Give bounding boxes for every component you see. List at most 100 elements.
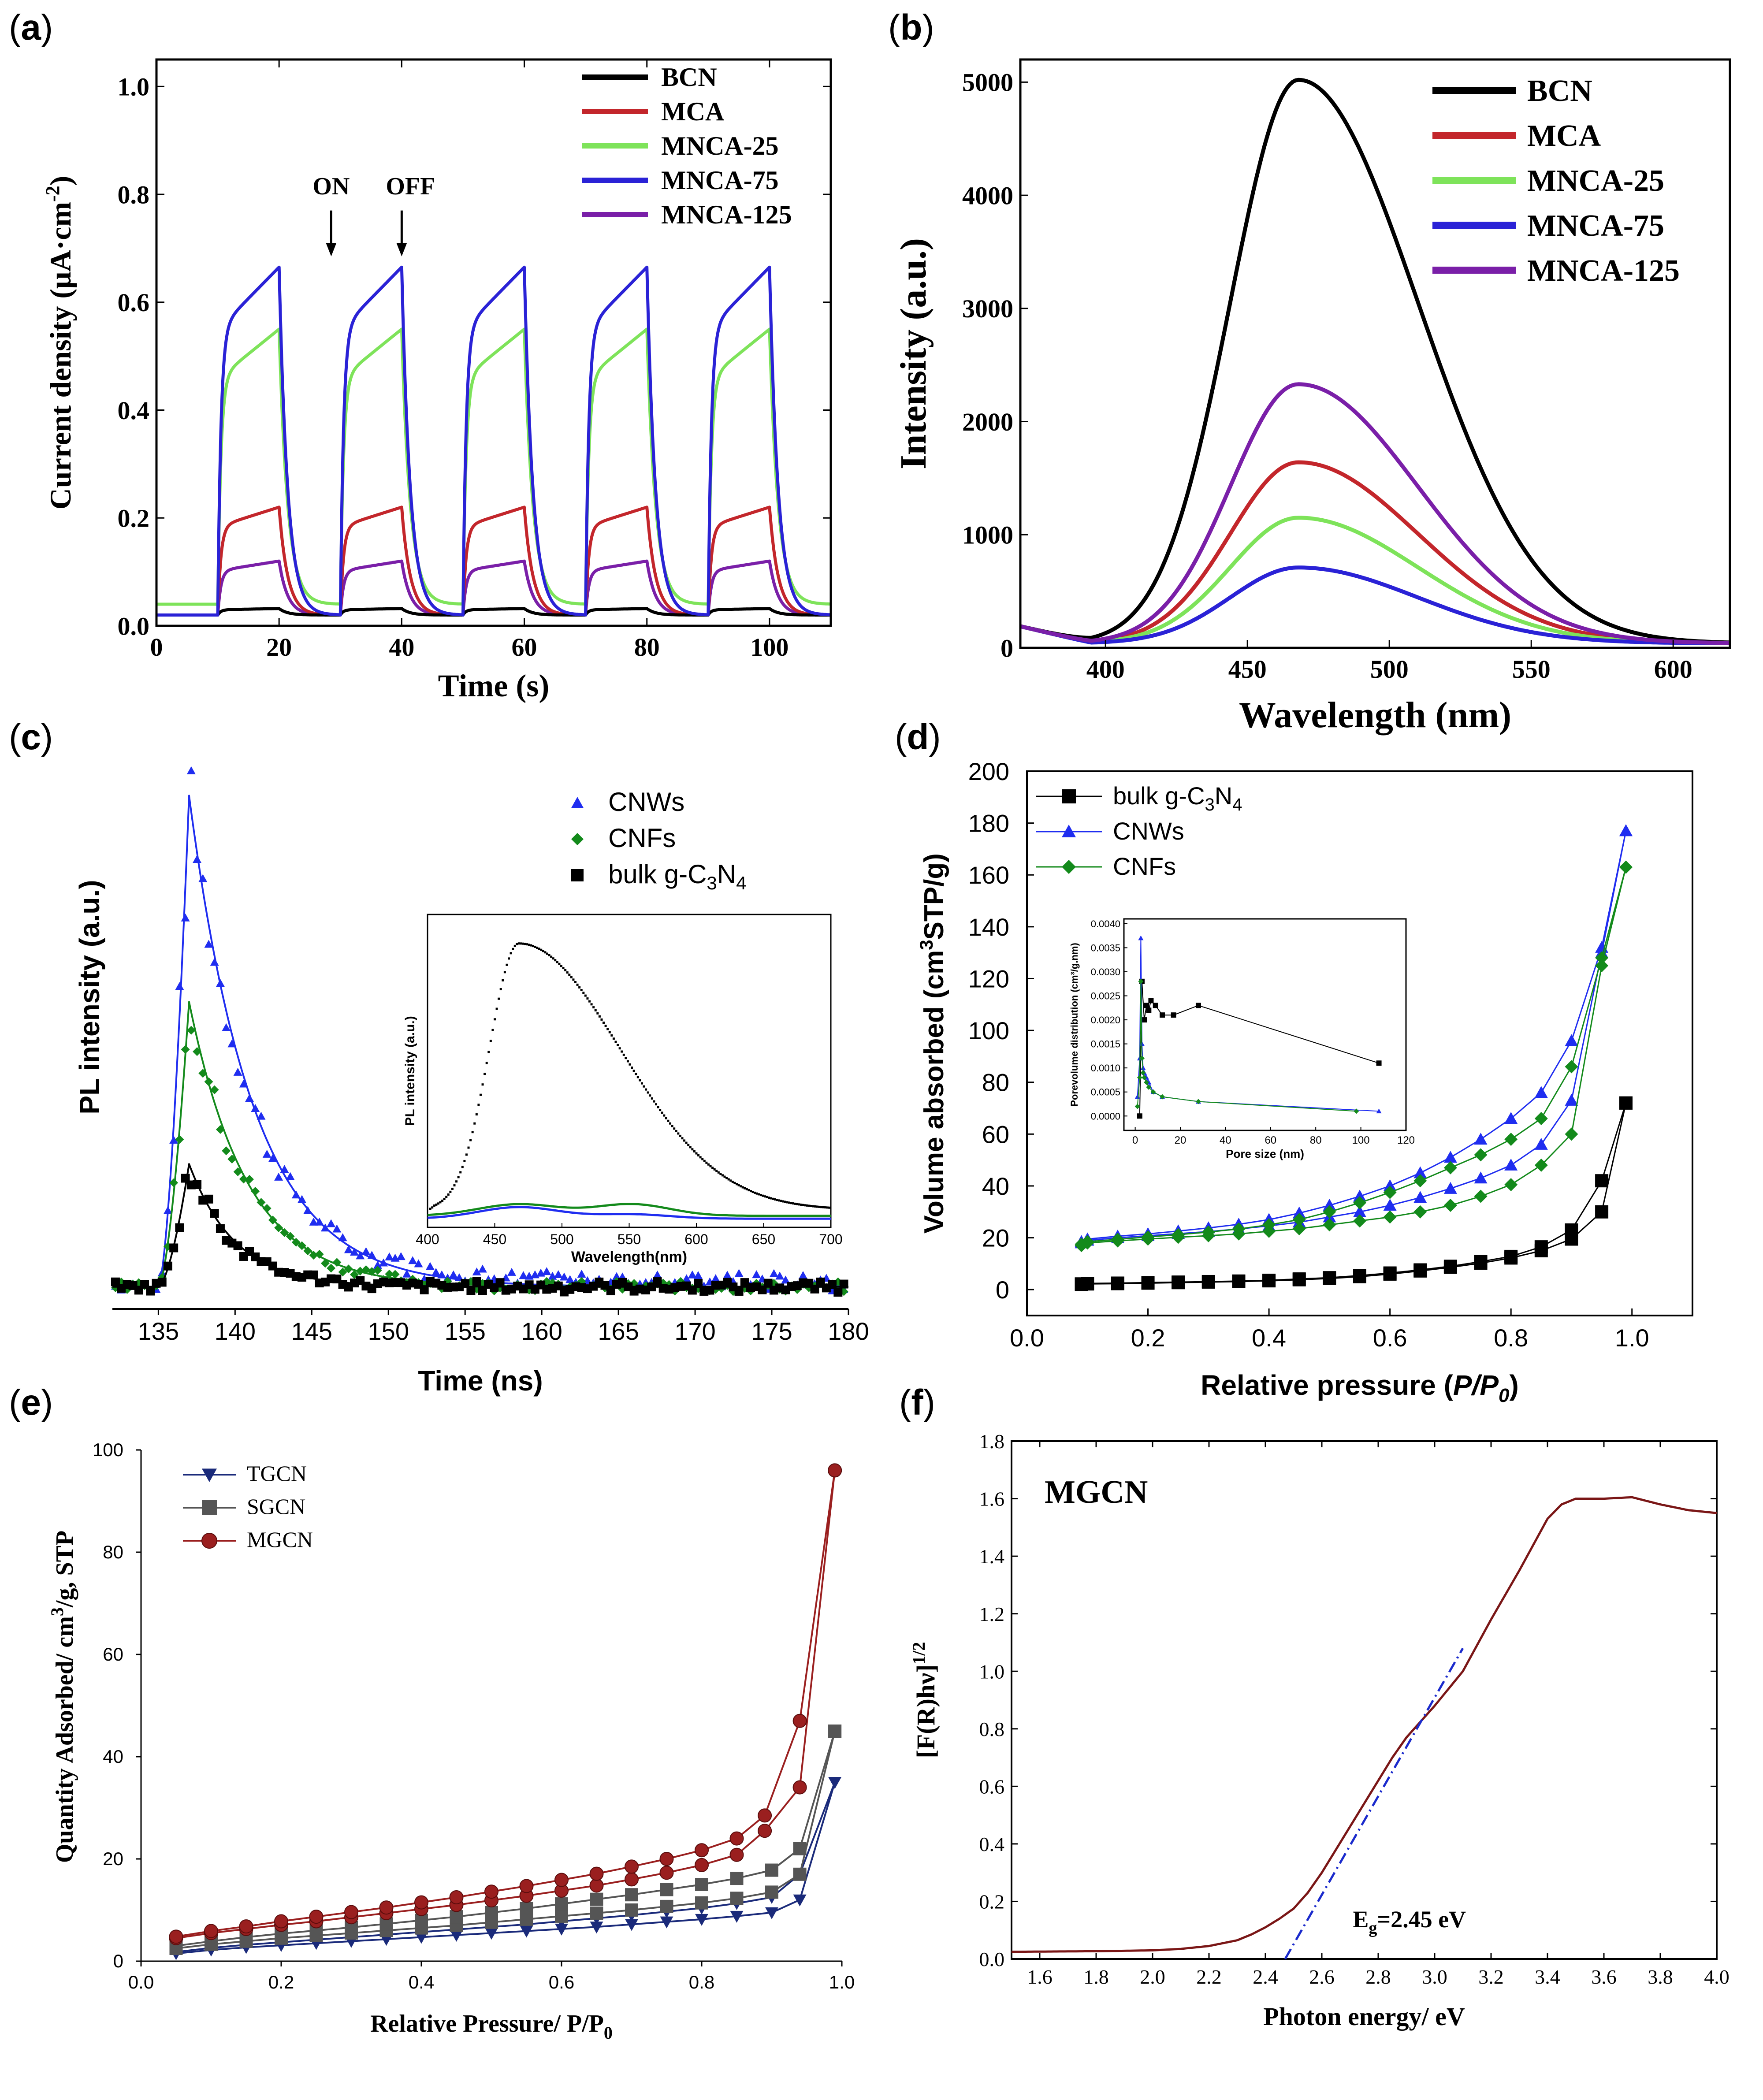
y-tick-label: 0.8 [979, 1718, 1005, 1740]
inset-point-bulk [528, 944, 530, 946]
inset-point-bulk [439, 1201, 442, 1204]
data-point-CNFs [385, 1269, 394, 1279]
inset-point-bulk [441, 1199, 444, 1202]
x-tick-label: 0.6 [549, 1972, 574, 1992]
x-tick-label: 165 [598, 1317, 639, 1345]
inset-point-2 [1134, 1104, 1140, 1109]
inset-point-bulk [645, 1088, 647, 1091]
x-tick-label: 3.8 [1648, 1966, 1673, 1988]
x-tick-label: 2.2 [1196, 1966, 1222, 1988]
inset-x-tick-label: 500 [550, 1231, 573, 1247]
data-point-CNWs [315, 1217, 324, 1226]
inset-point-0 [1376, 1060, 1382, 1066]
inset-point-bulk [709, 1165, 712, 1167]
data-point-CNWs [181, 913, 190, 922]
y-tick-label: 0.0 [118, 612, 150, 640]
inset-point-bulk [568, 974, 571, 976]
x-tick-label: 3.4 [1535, 1966, 1560, 1988]
x-tick-label: 4.0 [1704, 1966, 1730, 1988]
x-tick-label: 500 [1370, 655, 1409, 684]
inset-point-bulk [570, 976, 573, 978]
inset-point-bulk [461, 1166, 464, 1168]
data-point-bulk g-C [210, 1209, 219, 1218]
inset-point-bulk [653, 1100, 655, 1103]
inset-point-bulk [530, 944, 532, 947]
panel-f: (f) 1.6 1.8 2.0 2.2 2.4 2.6 2.8 3.0 3.2 3.4 3.6 3.8 4… [899, 1383, 1730, 2031]
data-point-CNWs [1292, 1206, 1306, 1219]
data-point-CNWs [210, 958, 219, 966]
inset-frame [1123, 918, 1407, 1131]
data-point-bulk g-C [1443, 1260, 1457, 1273]
x-tick-label: 1.0 [1615, 1324, 1649, 1352]
y-tick-label: 0 [1001, 634, 1013, 662]
data-point-MGCN [792, 1713, 807, 1728]
legend-sub: 4 [736, 873, 746, 893]
data-point-bulk g-C [169, 1243, 179, 1253]
inset-point-bulk [449, 1190, 452, 1193]
inset-point-bulk [669, 1122, 672, 1125]
data-point-MGCN [828, 1463, 842, 1478]
x-tick-label: 170 [674, 1317, 715, 1345]
inset-point-bulk [475, 1113, 478, 1116]
inset-point-bulk [810, 1205, 813, 1208]
data-point-SGCN [660, 1883, 673, 1896]
inset-point-bulk [498, 997, 500, 1000]
data-point-CNWs [799, 1271, 808, 1279]
data-point-CNWs [775, 1271, 785, 1280]
inset-point-0 [1171, 1012, 1176, 1018]
inset-y-tick-label: 0.0005 [1091, 1087, 1120, 1098]
inset-point-bulk [560, 965, 562, 967]
x-tick-label: 2.4 [1253, 1966, 1278, 1988]
inset-point-bulk [745, 1188, 748, 1191]
data-point-CNWs [157, 1268, 167, 1277]
panel-paren: ) [41, 7, 53, 48]
data-point-MGCN [484, 1884, 498, 1899]
data-point-CNFs [1504, 1178, 1518, 1192]
y-tick-label: 0.6 [979, 1775, 1005, 1798]
inset-point-bulk [818, 1205, 821, 1208]
data-point-CNWs [298, 1195, 307, 1203]
inset-point-2 [1354, 1108, 1359, 1114]
annotation-arrowhead [396, 243, 407, 256]
inset-x-tick-label: 40 [1220, 1134, 1231, 1146]
data-point-CNWs [338, 1233, 347, 1241]
inset-point-bulk [520, 942, 522, 945]
data-point-CNWs [694, 1271, 703, 1279]
inset-point-bulk [484, 1073, 486, 1075]
inset-point-2 [1195, 1099, 1201, 1104]
inset-point-bulk [744, 1187, 746, 1189]
legend-marker-bulk g-C [571, 869, 584, 881]
data-point-bulk g-C [1081, 1277, 1094, 1290]
data-point-CNFs [344, 1264, 353, 1274]
inset-y-tick-label: 0.0010 [1091, 1063, 1120, 1074]
data-point-MGCN [274, 1914, 288, 1929]
data-point-CNWs [577, 1269, 586, 1278]
legend-label-BCN: BCN [661, 63, 717, 92]
inset-y-tick-label: 0.0025 [1091, 991, 1120, 1002]
inset-point-bulk [683, 1139, 686, 1142]
data-point-CNWs [1534, 1137, 1548, 1150]
x-tick-label: 600 [1654, 655, 1692, 684]
panel-a: (a) 0 20 40 60 80 100 0.0 0.2 0.4 0.6 0.8 1.0 Time (s… [9, 7, 832, 703]
data-point-CNWs [688, 1270, 697, 1279]
panel-letter: b [900, 7, 922, 48]
inset-point-bulk [725, 1177, 728, 1179]
inset-point-bulk [455, 1180, 458, 1183]
data-point-CNWs [356, 1251, 365, 1260]
data-point-CNFs [1565, 1127, 1578, 1141]
annotation-arrowhead [326, 243, 337, 256]
data-point-SGCN [555, 1897, 568, 1911]
y-tick-label: 4000 [962, 181, 1013, 210]
inset-point-bulk [770, 1197, 772, 1200]
panel-c: (c) 135 140 145 150 155 160 165 170 175 180 Time (n… [9, 717, 869, 1397]
x-axis-label: Relative pressure (P/P0) [1201, 1369, 1519, 1406]
inset-point-bulk [582, 992, 585, 994]
data-point-CNWs [1565, 1093, 1578, 1106]
legend-marker-CNFs [1062, 860, 1076, 874]
data-point-SGCN [793, 1867, 807, 1881]
inset-x-tick-label: 0 [1132, 1134, 1138, 1146]
annotation-off: OFF [386, 173, 435, 200]
y-tick-label: 180 [968, 810, 1009, 837]
plot-frame [1026, 770, 1693, 1316]
data-point-CNWs [245, 1094, 254, 1102]
